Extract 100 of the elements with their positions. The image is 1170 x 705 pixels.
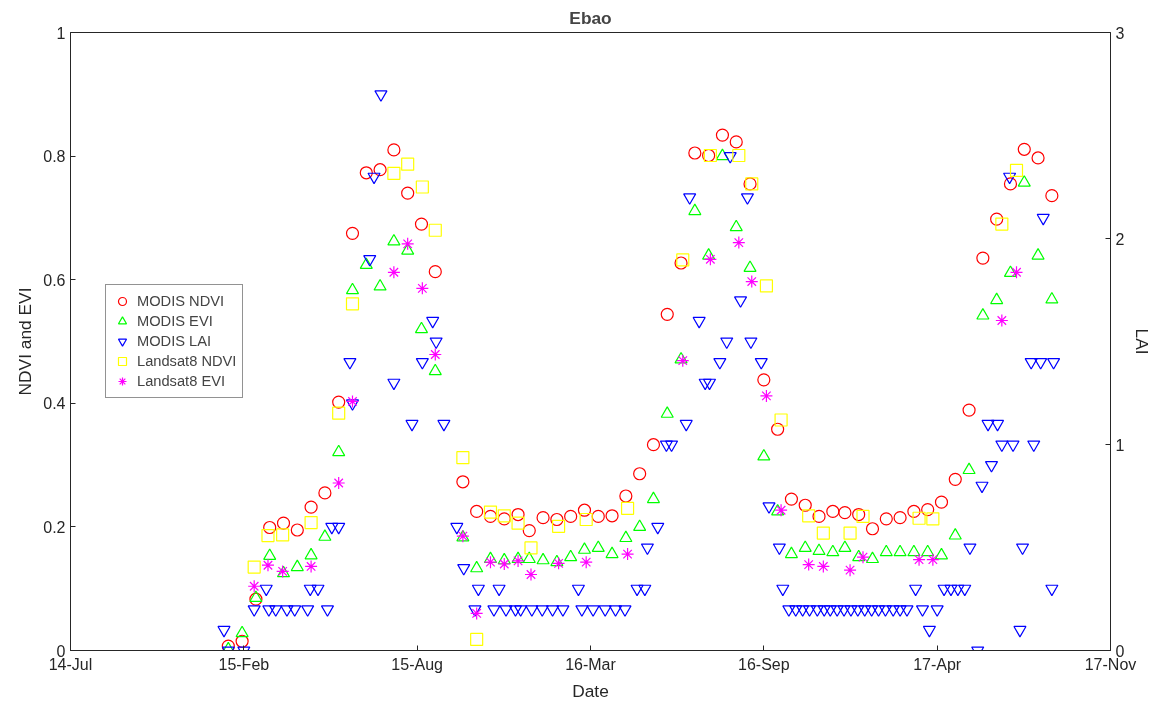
point xyxy=(715,128,730,142)
point xyxy=(879,544,893,557)
point xyxy=(990,212,1004,226)
point xyxy=(990,292,1004,305)
point xyxy=(757,448,771,461)
point xyxy=(745,274,759,289)
point xyxy=(856,509,870,523)
point xyxy=(759,279,774,293)
point xyxy=(263,548,277,561)
point xyxy=(332,476,346,490)
point xyxy=(304,515,318,530)
point xyxy=(497,557,511,571)
point xyxy=(522,524,536,538)
point xyxy=(428,347,442,362)
point xyxy=(263,520,277,535)
point xyxy=(784,492,799,506)
point xyxy=(536,511,550,525)
point xyxy=(660,307,674,321)
point xyxy=(304,559,318,574)
point xyxy=(483,509,498,523)
point xyxy=(536,552,550,565)
y-tick-label: 0.2 xyxy=(43,518,66,536)
point xyxy=(948,528,962,540)
point xyxy=(235,625,249,638)
point xyxy=(591,540,605,552)
point xyxy=(524,541,538,555)
point xyxy=(893,544,907,557)
point xyxy=(934,547,949,560)
point xyxy=(826,544,840,557)
point xyxy=(414,217,429,231)
point xyxy=(1017,142,1031,156)
point xyxy=(1003,177,1018,191)
point xyxy=(290,523,304,537)
point xyxy=(784,546,799,559)
point xyxy=(976,308,990,320)
point xyxy=(261,558,275,572)
point xyxy=(926,512,940,526)
point xyxy=(995,313,1009,328)
point xyxy=(511,516,525,530)
point xyxy=(577,542,592,554)
point xyxy=(276,528,290,542)
point xyxy=(373,163,387,177)
y-tick-label: 1 xyxy=(56,24,66,42)
point xyxy=(934,495,949,509)
point xyxy=(732,148,746,163)
point xyxy=(798,540,812,552)
point xyxy=(387,233,401,246)
y-tick-label: 0.4 xyxy=(43,395,66,413)
point xyxy=(564,549,578,562)
point xyxy=(1031,151,1045,165)
point xyxy=(304,547,318,560)
point xyxy=(702,248,716,260)
point xyxy=(318,486,332,500)
point xyxy=(524,567,538,582)
point xyxy=(816,526,830,540)
x-tick-label: 15-Feb xyxy=(218,655,270,673)
point xyxy=(428,265,442,279)
point xyxy=(483,505,498,519)
point xyxy=(401,243,415,255)
point xyxy=(619,489,633,503)
point xyxy=(605,509,619,523)
point xyxy=(1045,291,1059,304)
point xyxy=(646,491,661,504)
point xyxy=(579,512,593,527)
point xyxy=(345,394,360,409)
point xyxy=(304,500,318,514)
point xyxy=(856,550,870,564)
point xyxy=(276,516,291,530)
point xyxy=(798,498,812,512)
legend-label: Landsat8 NDVI xyxy=(137,353,237,369)
point xyxy=(470,632,484,646)
point xyxy=(470,504,484,519)
legend-label: MODIS LAI xyxy=(137,333,212,349)
point xyxy=(838,540,852,552)
point xyxy=(605,546,619,559)
point xyxy=(962,462,976,475)
point xyxy=(838,506,852,520)
point xyxy=(826,504,840,519)
point xyxy=(771,422,785,436)
point xyxy=(345,226,360,240)
point xyxy=(511,554,525,568)
point xyxy=(812,509,826,523)
point xyxy=(816,559,830,574)
point xyxy=(852,549,866,562)
point xyxy=(995,217,1009,231)
y2-axis-title: LAI xyxy=(1132,328,1153,355)
point xyxy=(415,281,429,295)
point xyxy=(948,472,962,486)
point xyxy=(633,467,647,481)
point xyxy=(759,389,774,403)
point xyxy=(732,236,746,250)
point xyxy=(470,606,484,621)
legend-label: MODIS NDVI xyxy=(137,293,225,309)
point xyxy=(387,265,401,279)
point xyxy=(646,438,661,452)
point xyxy=(620,501,635,515)
legend-label: Landsat8 EVI xyxy=(137,373,226,389)
point xyxy=(345,297,360,311)
point xyxy=(247,560,261,574)
point xyxy=(1045,189,1059,203)
